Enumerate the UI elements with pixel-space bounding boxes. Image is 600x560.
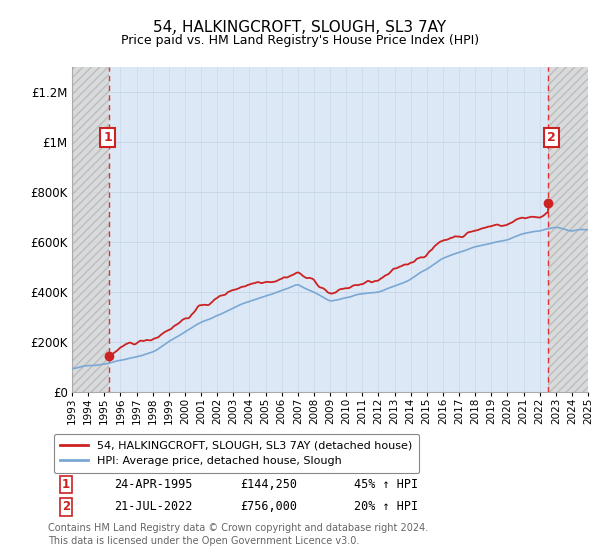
Bar <box>548 67 588 392</box>
Text: 21-JUL-2022: 21-JUL-2022 <box>114 500 193 514</box>
Text: £756,000: £756,000 <box>240 500 297 514</box>
Text: 2: 2 <box>62 500 70 514</box>
Text: 24-APR-1995: 24-APR-1995 <box>114 478 193 491</box>
Text: 2: 2 <box>547 130 556 144</box>
Text: 1: 1 <box>62 478 70 491</box>
Text: 54, HALKINGCROFT, SLOUGH, SL3 7AY: 54, HALKINGCROFT, SLOUGH, SL3 7AY <box>154 20 446 35</box>
Text: 20% ↑ HPI: 20% ↑ HPI <box>354 500 418 514</box>
Text: 1: 1 <box>103 130 112 144</box>
Text: £144,250: £144,250 <box>240 478 297 491</box>
Legend: 54, HALKINGCROFT, SLOUGH, SL3 7AY (detached house), HPI: Average price, detached: 54, HALKINGCROFT, SLOUGH, SL3 7AY (detac… <box>53 434 419 473</box>
Text: 45% ↑ HPI: 45% ↑ HPI <box>354 478 418 491</box>
Text: Contains HM Land Registry data © Crown copyright and database right 2024.
This d: Contains HM Land Registry data © Crown c… <box>48 523 428 546</box>
Bar <box>72 67 109 392</box>
Text: Price paid vs. HM Land Registry's House Price Index (HPI): Price paid vs. HM Land Registry's House … <box>121 34 479 46</box>
